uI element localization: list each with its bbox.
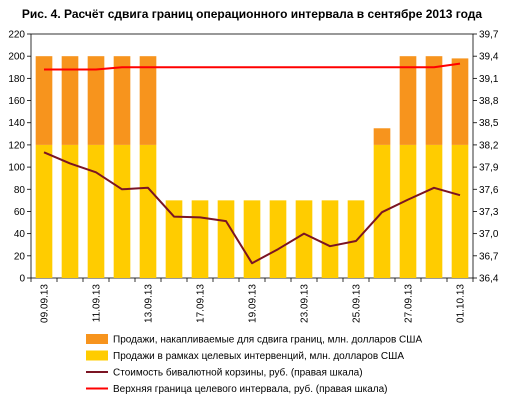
x-axis-tick-label: 19.09.13 [248,284,259,323]
legend-label: Продажи, накапливаемые для сдвига границ… [113,335,422,346]
bar-target-interventions [139,144,157,278]
x-axis-tick-label: 17.09.13 [196,284,207,323]
bar-accumulated-sales [139,56,157,145]
bar-target-interventions [295,200,313,278]
x-axis-tick-label: 25.09.13 [352,284,363,323]
right-axis-tick-label: 39,7 [479,30,499,41]
bar-accumulated-sales [35,56,53,145]
right-axis-tick-label: 37,0 [479,229,499,240]
left-axis-tick-label: 40 [14,229,26,240]
bar-target-interventions [191,200,209,278]
left-axis-tick-label: 100 [8,163,25,174]
left-axis-tick-label: 60 [14,207,26,218]
right-axis-tick-label: 36,4 [479,274,499,285]
legend-item-accumulated-sales: Продажи, накапливаемые для сдвига границ… [86,334,422,346]
x-axis-tick-label: 13.09.13 [144,284,155,323]
bar-accumulated-sales [61,56,79,145]
bar-target-interventions [269,200,287,278]
right-axis-tick-label: 38,5 [479,118,499,129]
left-axis-tick-label: 120 [8,140,25,151]
bar-target-interventions [399,144,417,278]
x-axis-tick-label: 09.09.13 [40,284,51,323]
x-axis-tick-label: 01.10.13 [456,284,467,323]
bar-accumulated-sales [425,56,443,145]
bar-accumulated-sales [87,56,105,145]
x-axis-tick-label: 23.09.13 [300,284,311,323]
bar-target-interventions [425,144,443,278]
bar-target-interventions [35,144,53,278]
bar-target-interventions [61,144,79,278]
legend-label: Стоимость бивалютной корзины, руб. (прав… [113,367,363,379]
right-axis-tick-label: 39,4 [479,52,499,63]
bar-accumulated-sales [451,58,469,145]
legend-item-basket-cost: Стоимость бивалютной корзины, руб. (прав… [86,367,363,379]
right-axis-tick-label: 37,3 [479,207,499,218]
legend-swatch [86,350,108,361]
x-axis-tick-label: 27.09.13 [404,284,415,323]
bar-target-interventions [451,144,469,278]
left-axis-tick-label: 200 [8,52,25,63]
left-axis-tick-label: 80 [14,185,26,196]
bar-accumulated-sales [373,128,391,145]
legend-label: Верхняя граница целевого интервала, руб.… [113,383,388,395]
bar-target-interventions [113,144,131,278]
bar-target-interventions [243,200,261,278]
right-axis-tick-label: 38,8 [479,96,499,107]
bar-accumulated-sales [113,56,131,145]
left-axis-tick-label: 180 [8,74,25,85]
bar-target-interventions [165,200,183,278]
left-axis-tick-label: 160 [8,96,25,107]
right-axis-tick-label: 38,2 [479,140,499,151]
left-axis-tick-label: 20 [14,251,26,262]
plot-area: 0 20 40 60 80 100 120 140 160 180 200 220 36,4 36,7 37… [8,30,499,323]
right-axis-tick-label: 36,7 [479,251,499,262]
line-basket-cost [43,151,461,265]
left-axis-tick-label: 0 [19,274,25,285]
legend-item-target-interventions: Продажи в рамках целевых интервенций, мл… [86,350,404,362]
left-axis-tick-label: 220 [8,30,25,41]
bar-target-interventions [87,144,105,278]
left-axis-tick-label: 140 [8,118,25,129]
bar-target-interventions [347,200,365,278]
legend-swatch [86,334,108,344]
right-axis-tick-label: 37,9 [479,163,499,174]
legend: Продажи, накапливаемые для сдвига границ… [86,334,422,395]
legend-item-upper-boundary: Верхняя граница целевого интервала, руб.… [86,383,388,395]
chart-title: Рис. 4. Расчёт сдвига границ операционно… [22,7,482,21]
bar-target-interventions [321,200,339,278]
legend-label: Продажи в рамках целевых интервенций, мл… [113,351,404,362]
right-axis-tick-label: 39,1 [479,74,499,85]
line-upper-boundary [44,62,461,71]
bar-accumulated-sales [399,56,417,145]
bar-target-interventions [217,200,235,278]
right-axis-tick-label: 37,6 [479,185,499,196]
x-axis-tick-label: 11.09.13 [92,284,103,323]
